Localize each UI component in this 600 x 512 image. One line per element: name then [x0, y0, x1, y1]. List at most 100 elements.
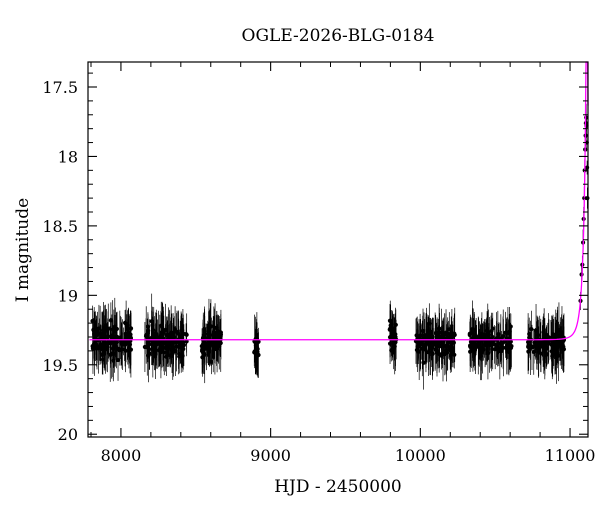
- data-point: [147, 351, 152, 356]
- data-point: [90, 318, 95, 324]
- data-point: [91, 327, 96, 332]
- data-point: [492, 342, 497, 347]
- data-point: [535, 333, 541, 338]
- data-point: [166, 345, 171, 350]
- data-point: [527, 331, 532, 337]
- data-point: [476, 343, 481, 348]
- plot-frame: [87, 61, 589, 438]
- data-point: [208, 324, 214, 329]
- data-point: [123, 331, 128, 336]
- data-point: [450, 338, 455, 343]
- data-point: [106, 340, 111, 345]
- data-point: [158, 346, 163, 351]
- data-point: [526, 349, 531, 354]
- x-tick-label: 9000: [250, 446, 291, 465]
- data-point: [180, 353, 185, 358]
- data-point: [143, 334, 149, 339]
- data-point: [164, 354, 169, 359]
- data-point: [126, 334, 132, 340]
- data-point: [113, 344, 119, 349]
- data-point: [94, 342, 99, 347]
- data-point: [104, 347, 110, 352]
- data-point: [387, 318, 393, 323]
- data-point: [526, 343, 531, 348]
- data-point: [435, 344, 440, 349]
- data-point: [555, 345, 560, 350]
- data-point: [420, 346, 425, 351]
- data-point: [542, 333, 547, 338]
- data-point: [505, 330, 511, 336]
- data-point: [508, 324, 513, 329]
- data-point: [529, 345, 535, 350]
- data-point: [533, 341, 538, 346]
- axes-ticks: 8000 9000 10000 11000 17.5 18 18.5 19 19.5 20: [42, 62, 595, 465]
- data-point: [417, 349, 422, 354]
- data-point: [388, 323, 393, 328]
- data-point: [489, 339, 494, 344]
- plot-area: [89, 61, 590, 390]
- data-point: [531, 349, 536, 355]
- data-point: [550, 334, 555, 339]
- data-point: [181, 331, 186, 336]
- data-point: [444, 350, 449, 355]
- data-point: [169, 332, 174, 337]
- data-point: [256, 352, 261, 358]
- data-point: [115, 357, 121, 363]
- data-point: [437, 326, 442, 331]
- data-point: [560, 342, 565, 347]
- data-point: [145, 324, 151, 329]
- data-point: [506, 342, 512, 347]
- data-point: [211, 342, 216, 347]
- data-point: [125, 323, 130, 328]
- data-point: [393, 322, 398, 327]
- data-point: [160, 329, 165, 334]
- data-point: [534, 345, 539, 351]
- data-point: [450, 350, 455, 356]
- data-point: [482, 342, 488, 347]
- data-point: [430, 351, 435, 356]
- data-point: [103, 340, 108, 345]
- y-tick-label: 17.5: [42, 78, 78, 97]
- data-point: [477, 332, 482, 337]
- x-tick-label: 8000: [101, 446, 142, 465]
- data-point: [153, 334, 158, 339]
- data-point: [127, 342, 133, 347]
- x-axis-label: HJD - 2450000: [274, 477, 402, 497]
- data-point: [124, 326, 130, 331]
- data-point: [527, 339, 532, 344]
- data-point: [393, 340, 398, 345]
- data-point: [206, 341, 211, 346]
- data-point: [111, 358, 116, 363]
- data-point: [497, 346, 503, 352]
- data-point: [427, 321, 432, 326]
- data-point: [174, 329, 180, 335]
- data-point: [414, 333, 419, 338]
- y-tick-label: 18: [58, 147, 78, 166]
- data-point: [468, 343, 473, 348]
- data-point: [449, 333, 454, 338]
- data-point: [538, 343, 544, 348]
- data-point: [170, 350, 175, 355]
- y-tick-label: 20: [58, 425, 78, 444]
- data-point: [387, 335, 393, 340]
- data-point: [468, 349, 473, 354]
- data-point: [110, 346, 115, 351]
- data-point: [478, 354, 484, 359]
- data-point: [426, 329, 431, 334]
- data-point: [214, 335, 220, 340]
- data-point: [437, 330, 442, 335]
- data-point: [439, 353, 444, 358]
- data-point: [439, 335, 444, 340]
- data-point: [529, 327, 534, 332]
- data-point: [108, 318, 113, 323]
- data-point: [180, 340, 185, 345]
- data-point: [150, 322, 155, 328]
- data-point: [551, 352, 556, 357]
- data-point: [111, 351, 116, 356]
- data-point: [153, 349, 158, 354]
- data-point: [434, 341, 439, 346]
- data-point: [490, 346, 495, 352]
- data-point: [543, 341, 548, 346]
- data-point: [527, 335, 532, 340]
